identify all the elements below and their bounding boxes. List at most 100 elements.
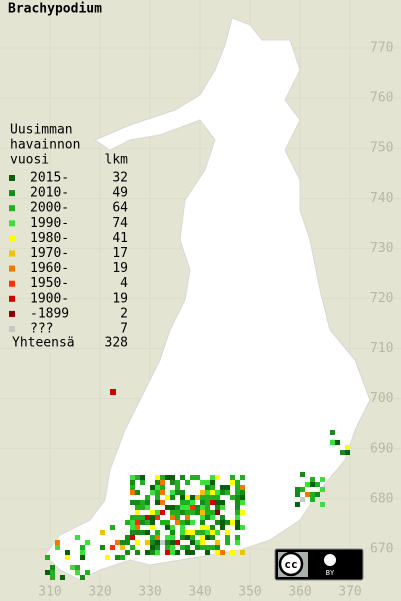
occurrence-square [165,475,170,480]
occurrence-square [195,540,200,545]
legend-count: 7 [120,322,128,337]
occurrence-square [195,495,200,500]
occurrence-square [125,520,130,525]
occurrence-square [150,515,155,520]
occurrence-square [75,565,80,570]
occurrence-square [180,535,185,540]
occurrence-square [215,475,220,480]
occurrence-square [145,520,150,525]
legend-header: Uusimman [10,123,73,138]
occurrence-square [210,495,215,500]
occurrence-square [175,550,180,555]
occurrence-square [135,540,140,545]
occurrence-square [170,495,175,500]
occurrence-square [200,530,205,535]
occurrence-square [140,480,145,485]
occurrence-square [125,540,130,545]
x-tick-label: 340 [188,585,211,600]
occurrence-square [160,500,165,505]
occurrence-square [235,540,240,545]
occurrence-square [185,505,190,510]
occurrence-square [130,490,135,495]
legend-count: 4 [120,276,128,291]
legend-label: 1950- [30,276,69,291]
occurrence-square [150,535,155,540]
occurrence-square [50,570,55,575]
occurrence-square [155,475,160,480]
by-person [324,554,336,566]
legend-swatch [9,295,15,302]
occurrence-square [180,475,185,480]
occurrence-square [135,505,140,510]
occurrence-square [155,500,160,505]
occurrence-square [330,430,335,435]
occurrence-square [65,555,70,560]
legend-label: 1960- [30,261,69,276]
occurrence-square [215,530,220,535]
occurrence-square [145,495,150,500]
occurrence-square [175,485,180,490]
occurrence-square [55,540,60,545]
occurrence-square [165,505,170,510]
occurrence-square [240,510,245,515]
occurrence-square [150,490,155,495]
occurrence-square [125,550,130,555]
license-badge: cc BY [274,548,364,581]
occurrence-square [205,545,210,550]
occurrence-square [220,500,225,505]
occurrence-square [175,510,180,515]
y-tick-label: 730 [370,241,393,256]
y-tick-label: 760 [370,91,393,106]
occurrence-square [135,475,140,480]
occurrence-square [130,475,135,480]
occurrence-square [130,520,135,525]
occurrence-square [180,530,185,535]
legend-label: ??? [30,322,53,337]
legend-header: vuosi [10,153,49,168]
occurrence-square [215,510,220,515]
legend-swatch [9,220,15,227]
legend-count: 32 [112,171,128,186]
occurrence-square [205,535,210,540]
occurrence-square [170,505,175,510]
occurrence-square [145,530,150,535]
finland-outline [44,17,371,581]
occurrence-square [80,575,85,580]
occurrence-square [210,535,215,540]
legend-swatch [9,205,15,212]
occurrence-square [310,492,315,497]
occurrence-square [225,535,230,540]
occurrence-square [205,510,210,515]
legend-count: 74 [112,216,128,231]
occurrence-square [135,510,140,515]
occurrence-square [235,525,240,530]
occurrence-square [100,545,105,550]
occurrence-square [175,490,180,495]
occurrence-square [45,555,50,560]
occurrence-square [135,525,140,530]
occurrence-square [155,535,160,540]
occurrence-square [210,475,215,480]
occurrence-square [200,520,205,525]
occurrence-square [175,540,180,545]
legend-label: 2000- [30,201,69,216]
occurrence-square [200,545,205,550]
occurrence-square [210,530,215,535]
by-label: BY [326,569,335,577]
occurrence-square [235,480,240,485]
occurrence-square [190,475,195,480]
occurrence-square [165,545,170,550]
occurrence-square [65,550,70,555]
occurrence-square [240,500,245,505]
y-tick-label: 690 [370,441,393,456]
legend-swatch [9,265,15,272]
occurrence-square [135,500,140,505]
occurrence-square [170,490,175,495]
occurrence-square [190,520,195,525]
occurrence-square [235,505,240,510]
occurrence-square [170,525,175,530]
occurrence-square [145,500,150,505]
legend-swatch [9,310,15,317]
occurrence-square [120,540,125,545]
